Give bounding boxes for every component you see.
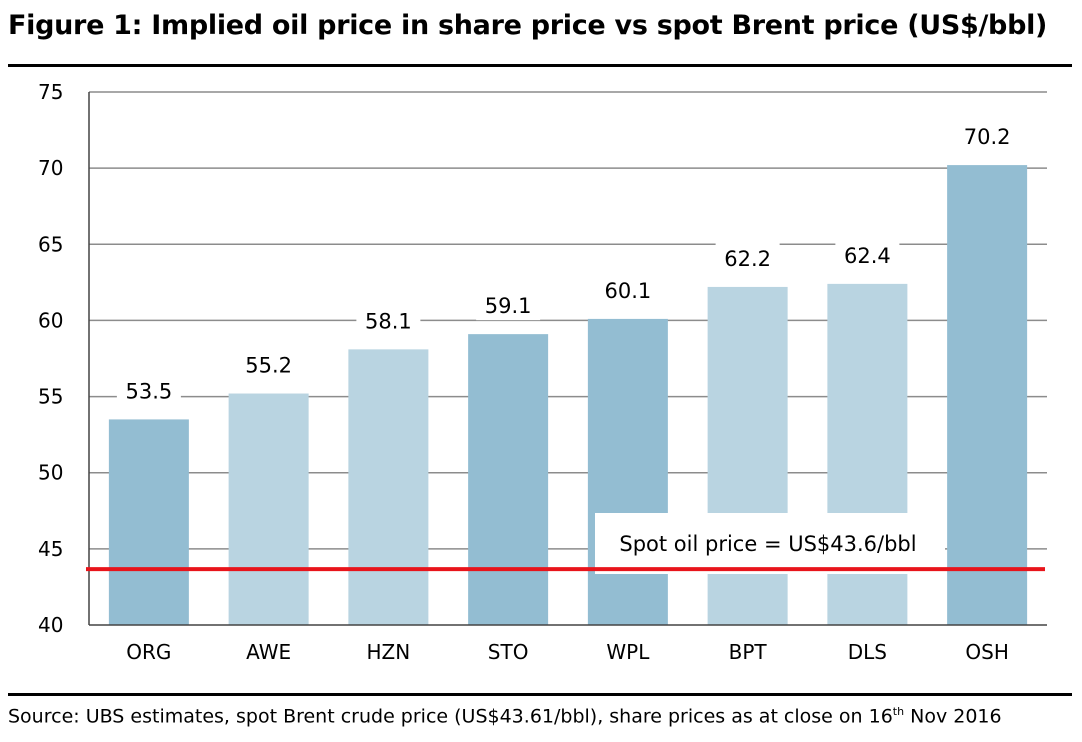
source-date-suffix: Nov 2016 [904, 705, 1002, 728]
y-tick-label: 75 [38, 80, 63, 104]
data-label: 70.2 [964, 125, 1011, 149]
source-note: Source: UBS estimates, spot Brent crude … [8, 705, 1002, 727]
y-tick-label: 60 [38, 308, 63, 332]
source-text: Source: UBS estimates, spot Brent crude … [8, 705, 893, 728]
bar-org [108, 419, 189, 625]
bottom-rule [8, 693, 1072, 696]
y-tick-label: 65 [38, 232, 63, 256]
y-tick-label: 70 [38, 156, 63, 180]
bar-bpt [707, 286, 788, 625]
data-label-bg [715, 242, 780, 273]
data-label-bg [835, 239, 900, 270]
data-label: 60.1 [604, 279, 651, 303]
chart-title: Figure 1: Implied oil price in share pri… [8, 10, 1048, 41]
y-tick-label: 50 [38, 461, 63, 485]
bar-awe [228, 393, 309, 625]
bar-osh [947, 165, 1028, 625]
data-label: 55.2 [245, 354, 292, 378]
reference-line-group: Spot oil price = US$43.6/bbl [86, 513, 1045, 574]
top-rule [8, 64, 1072, 67]
bar-sto [468, 334, 549, 625]
data-label-bg [356, 305, 421, 336]
source-superscript: th [892, 705, 905, 718]
bar-hzn [348, 349, 429, 625]
data-label-bg [595, 274, 660, 305]
category-label: HZN [367, 640, 411, 664]
category-label: BPT [729, 640, 768, 664]
labels: 40 45 50 55 60 65 70 75 53.5 ORG 55.2 AWE 58.1 HZN 59.… [38, 80, 1020, 664]
data-label: 59.1 [485, 294, 532, 318]
data-label: 53.5 [125, 379, 172, 403]
axes [88, 92, 1047, 626]
category-label: ORG [126, 640, 171, 664]
category-label: OSH [965, 640, 1008, 664]
reference-annotation-box [595, 513, 945, 574]
category-label: STO [488, 640, 529, 664]
data-label: 58.1 [365, 309, 412, 333]
bar-wpl [587, 318, 668, 625]
data-label-bg [236, 349, 301, 380]
reference-annotation-text: Spot oil price = US$43.6/bbl [619, 532, 916, 556]
y-tick-label: 55 [38, 385, 63, 409]
data-label-bg [116, 375, 181, 406]
bars [108, 165, 1028, 625]
data-label-bg [476, 290, 541, 321]
category-label: WPL [606, 640, 650, 664]
category-label: DLS [848, 640, 887, 664]
data-label: 62.4 [844, 244, 891, 268]
y-tick-label: 40 [38, 613, 63, 637]
y-tick-label: 45 [38, 537, 63, 561]
category-label: AWE [246, 640, 291, 664]
data-label-bg [955, 121, 1020, 152]
data-label: 62.2 [724, 247, 771, 271]
